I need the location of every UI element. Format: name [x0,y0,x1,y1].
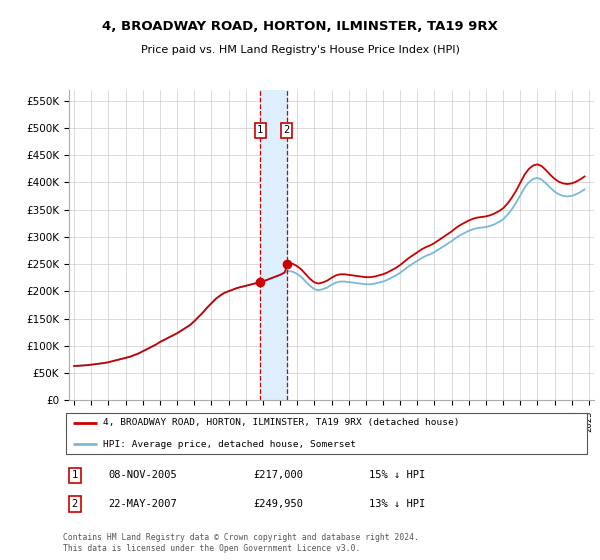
Text: 13% ↓ HPI: 13% ↓ HPI [369,498,425,508]
Text: 1: 1 [71,470,78,480]
Text: 2: 2 [283,125,290,136]
Text: Contains HM Land Registry data © Crown copyright and database right 2024.
This d: Contains HM Land Registry data © Crown c… [63,533,419,553]
Text: 4, BROADWAY ROAD, HORTON, ILMINSTER, TA19 9RX (detached house): 4, BROADWAY ROAD, HORTON, ILMINSTER, TA1… [103,418,459,427]
Text: 22-MAY-2007: 22-MAY-2007 [108,498,176,508]
Text: 15% ↓ HPI: 15% ↓ HPI [369,470,425,480]
Text: 08-NOV-2005: 08-NOV-2005 [108,470,176,480]
Text: 1: 1 [257,125,263,136]
Text: £249,950: £249,950 [253,498,303,508]
Text: HPI: Average price, detached house, Somerset: HPI: Average price, detached house, Some… [103,440,356,449]
FancyBboxPatch shape [65,413,587,454]
Text: £217,000: £217,000 [253,470,303,480]
Bar [260,90,287,400]
Text: 4, BROADWAY ROAD, HORTON, ILMINSTER, TA19 9RX: 4, BROADWAY ROAD, HORTON, ILMINSTER, TA1… [102,20,498,32]
Text: 2: 2 [71,498,78,508]
Text: Price paid vs. HM Land Registry's House Price Index (HPI): Price paid vs. HM Land Registry's House … [140,45,460,55]
